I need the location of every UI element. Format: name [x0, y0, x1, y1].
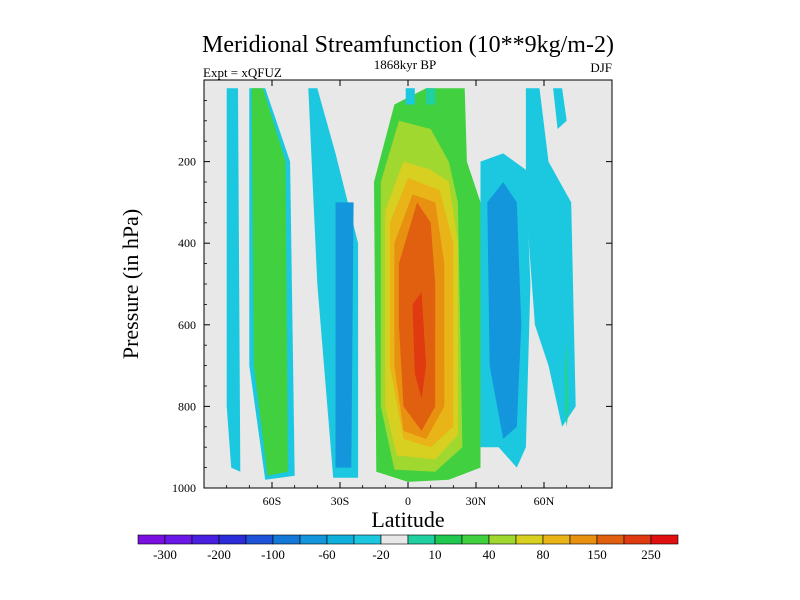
- colorbar-swatch-5: [272, 534, 301, 545]
- y-tick-label-1: 400: [178, 236, 196, 250]
- colorbar-swatch-10: [407, 534, 436, 545]
- y-tick-label-2: 600: [178, 318, 196, 332]
- x-tick-label-1: 30S: [331, 494, 350, 508]
- y-tick-label-0: 200: [178, 155, 196, 169]
- colorbar-swatch-11: [434, 534, 463, 545]
- colorbar-swatch-15: [542, 534, 571, 545]
- x-tick-label-0: 60S: [263, 494, 282, 508]
- y-tick-label-3: 800: [178, 399, 196, 413]
- chart-subtitle-left: Expt = xQFUZ: [203, 65, 282, 80]
- y-tick-label-4: 1000: [172, 481, 196, 495]
- plot-area: [203, 79, 613, 489]
- colorbar: -300 -200 -100 -60 -20 10 40 80 150 250: [137, 534, 679, 562]
- colorbar-swatch-0: [137, 534, 166, 545]
- colorbar-label-6: 40: [483, 547, 496, 562]
- contour-field-18: [564, 341, 569, 427]
- x-axis-label: Latitude: [371, 507, 444, 532]
- chart-title: Meridional Streamfunction (10**9kg/m-2): [202, 32, 614, 58]
- colorbar-swatch-8: [353, 534, 382, 545]
- y-axis-label: Pressure (in hPa): [118, 209, 143, 359]
- colorbar-swatch-2: [191, 534, 220, 545]
- x-tick-label-2: 0: [405, 494, 411, 508]
- axis-ticks: 60S 30S 0 30N 60N 200 400 600 800 1000: [172, 80, 612, 508]
- colorbar-swatch-18: [623, 534, 652, 545]
- colorbar-label-9: 250: [641, 547, 661, 562]
- colorbar-label-4: -20: [372, 547, 389, 562]
- colorbar-label-0: -300: [153, 547, 177, 562]
- colorbar-swatch-6: [299, 534, 328, 545]
- contour-field-15: [487, 182, 522, 439]
- colorbar-label-5: 10: [429, 547, 442, 562]
- colorbar-swatch-9: [380, 534, 409, 545]
- contour-field-2: [251, 88, 288, 476]
- colorbar-label-7: 80: [537, 547, 550, 562]
- contour-field-13: [412, 292, 427, 399]
- contour-field-17: [553, 88, 567, 129]
- x-tick-label-3: 30N: [466, 494, 487, 508]
- colorbar-swatch-7: [326, 534, 355, 545]
- chart-subtitle-center: 1868kyr BP: [374, 57, 436, 72]
- contour-fields: [226, 88, 576, 482]
- colorbar-swatch-3: [218, 534, 247, 545]
- contour-field-5: [344, 243, 350, 346]
- colorbar-swatch-17: [596, 534, 625, 545]
- colorbar-swatch-14: [515, 534, 544, 545]
- colorbar-swatch-1: [164, 534, 193, 545]
- colorbar-swatch-4: [245, 534, 274, 545]
- chart-subtitle-right: DJF: [590, 60, 612, 75]
- colorbar-swatch-19: [650, 534, 679, 545]
- contour-field-20: [426, 88, 436, 105]
- contour-field-19: [405, 88, 415, 105]
- colorbar-label-1: -200: [207, 547, 231, 562]
- colorbar-swatch-13: [488, 534, 517, 545]
- contour-field-0: [226, 88, 241, 472]
- colorbar-label-3: -60: [318, 547, 335, 562]
- colorbar-swatch-12: [461, 534, 490, 545]
- x-tick-label-4: 60N: [534, 494, 555, 508]
- colorbar-label-2: -100: [261, 547, 285, 562]
- contour-field-16: [525, 88, 576, 427]
- colorbar-swatch-16: [569, 534, 598, 545]
- colorbar-label-8: 150: [587, 547, 607, 562]
